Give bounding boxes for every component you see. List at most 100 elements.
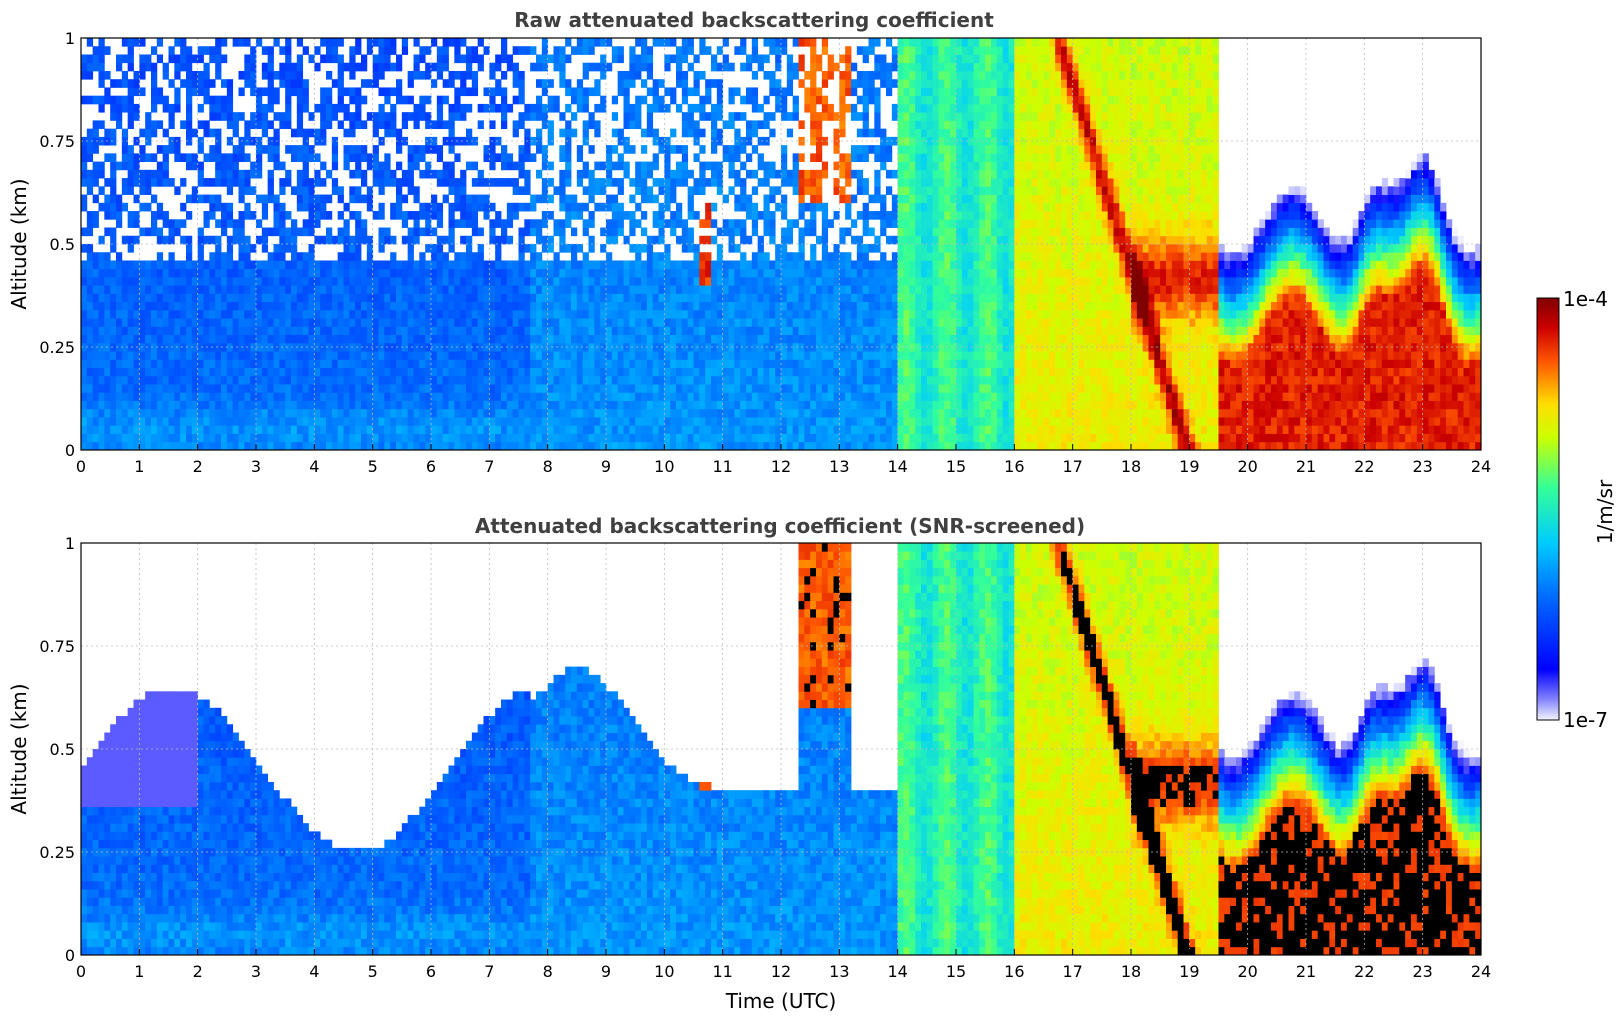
heatmap-cell [594,334,601,344]
heatmap-cell [541,375,549,385]
heatmap-cell [734,309,741,319]
heatmap-cell [221,351,228,360]
heatmap-cell [460,103,467,113]
heatmap-cell [699,260,706,270]
heatmap-cell [600,433,607,443]
heatmap-cell [116,54,123,64]
heatmap-cell [296,194,304,204]
heatmap-cell [711,417,718,426]
heatmap-cell [471,260,479,270]
heatmap-cell [384,54,391,64]
heatmap-cell [611,178,619,187]
heatmap-cell [384,359,391,368]
heatmap-cell [565,285,572,294]
heatmap-cell [541,153,549,162]
heatmap-cell [833,293,840,303]
heatmap-cell [302,161,309,171]
heatmap-cell [349,293,356,303]
heatmap-cell [734,202,741,212]
heatmap-cell [104,276,111,286]
heatmap-cell [606,161,613,171]
heatmap-cell [121,136,129,146]
heatmap-cell [314,293,321,303]
heatmap-cell [769,268,776,278]
heatmap-cell [232,359,239,368]
heatmap-cell [600,54,607,64]
heatmap-cell [611,211,619,220]
heatmap-cell [559,186,566,195]
heatmap-cell [361,145,368,154]
heatmap-cell [693,425,700,434]
heatmap-cell [110,433,117,443]
heatmap-cell [104,318,111,327]
heatmap-cell [291,367,298,377]
heatmap-cell [483,285,490,294]
heatmap-cell [419,326,426,336]
heatmap-cell [495,417,502,426]
heatmap-cell [763,392,770,401]
heatmap-cell [518,417,525,426]
heatmap-cell [343,309,350,319]
heatmap-cell [419,359,426,368]
heatmap-cell [180,260,187,270]
heatmap-cell [186,293,193,303]
heatmap-cell [611,260,619,270]
heatmap-cell [687,103,694,113]
heatmap-cell [576,384,584,393]
heatmap-cell [116,342,123,352]
heatmap-cell [92,400,99,410]
heatmap-cell [635,400,642,410]
heatmap-cell [664,301,671,311]
heatmap-cell [827,103,834,113]
heatmap-cell [407,375,414,385]
heatmap-cell [536,268,543,278]
heatmap-cell [530,219,537,228]
heatmap-cell [821,268,829,278]
heatmap-cell [372,54,379,64]
heatmap-cell [81,169,88,179]
heatmap-cell [839,153,846,162]
heatmap-cell [541,351,549,360]
heatmap-cell [810,351,817,360]
heatmap-cell [215,219,222,228]
heatmap-cell [209,112,216,121]
heatmap-cell [810,178,817,187]
heatmap-cell [215,417,222,426]
heatmap-cell [524,408,531,418]
heatmap-cell [401,219,409,228]
heatmap-cell [86,309,94,319]
heatmap-cell [641,318,648,327]
heatmap-cell [343,318,350,327]
heatmap-cell [221,103,228,113]
heatmap-cell [582,87,589,97]
heatmap-cell [448,334,455,344]
heatmap-cell [174,153,181,162]
heatmap-cell [746,433,753,443]
heatmap-cell [203,276,210,286]
heatmap-cell [133,235,140,245]
heatmap-cell [267,417,274,426]
heatmap-cell [86,359,94,368]
heatmap-cell [716,161,724,171]
heatmap-cell [291,145,298,154]
heatmap-cell [366,392,374,401]
heatmap-cell [442,334,449,344]
heatmap-cell [273,384,280,393]
heatmap-cell [658,276,665,286]
heatmap-cell [226,392,234,401]
heatmap-cell [670,178,677,187]
heatmap-cell [541,38,549,47]
heatmap-cell [151,194,158,204]
heatmap-cell [652,367,659,377]
heatmap-cell [646,326,654,336]
heatmap-cell [390,318,397,327]
heatmap-cell [693,79,700,88]
heatmap-cell [606,62,613,72]
heatmap-cell [833,244,840,253]
heatmap-cell [104,433,111,443]
heatmap-cell [646,186,654,195]
heatmap-cell [232,425,239,434]
heatmap-cell [86,169,94,179]
heatmap-cell [366,186,374,195]
heatmap-cell [203,178,210,187]
